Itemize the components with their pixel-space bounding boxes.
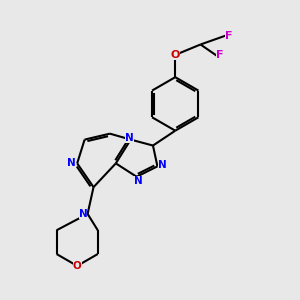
- Text: O: O: [171, 50, 180, 60]
- Text: O: O: [73, 261, 82, 271]
- Text: F: F: [225, 31, 232, 40]
- Text: N: N: [67, 158, 76, 168]
- Text: N: N: [158, 160, 166, 170]
- Text: N: N: [125, 133, 134, 143]
- Text: N: N: [134, 176, 142, 186]
- Text: N: N: [79, 209, 88, 219]
- Text: F: F: [216, 50, 224, 60]
